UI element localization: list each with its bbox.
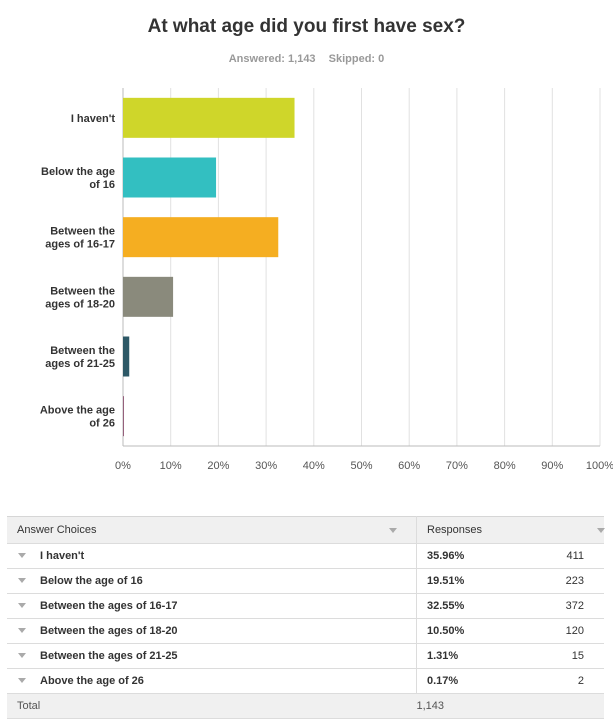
x-tick-label: 50% — [350, 460, 372, 472]
category-label: ages of 16-17 — [45, 239, 115, 251]
response-count: 2 — [577, 675, 584, 687]
response-cell: 32.55% 372 — [416, 593, 604, 619]
answer-choice-label: Between the ages of 16-17 — [40, 600, 178, 612]
responses-header-label: Responses — [427, 524, 483, 536]
bar — [123, 336, 130, 377]
category-label: Between the — [50, 345, 115, 357]
answer-choices-header-label: Answer Choices — [17, 524, 97, 536]
table-row: Above the age of 26 0.17% 2 — [7, 668, 604, 694]
row-expand-caret-icon[interactable] — [18, 653, 26, 659]
answer-choice-cell: Below the age of 16 — [7, 568, 417, 594]
response-cell: 10.50% 120 — [416, 618, 604, 644]
response-cell: 19.51% 223 — [416, 568, 604, 594]
bar — [123, 97, 295, 138]
responses-header[interactable]: Responses — [416, 516, 605, 544]
answer-choice-label: Above the age of 26 — [40, 675, 144, 687]
x-tick-label: 20% — [207, 460, 229, 472]
response-count: 372 — [565, 600, 584, 612]
category-label: Between the — [50, 285, 115, 297]
skipped-count: Skipped: 0 — [328, 53, 385, 65]
table-total-row: Total 1,143 — [7, 693, 604, 719]
category-label: Below the age — [41, 166, 115, 178]
x-tick-label: 70% — [446, 460, 468, 472]
x-tick-label: 0% — [115, 460, 131, 472]
category-label: I haven't — [71, 113, 116, 125]
table-row: Below the age of 16 19.51% 223 — [7, 568, 604, 594]
x-tick-label: 30% — [255, 460, 277, 472]
category-label: Between the — [50, 226, 115, 238]
question-title: At what age did you first have sex? — [147, 16, 466, 37]
x-tick-label: 100% — [586, 460, 613, 472]
answer-choice-cell: Above the age of 26 — [7, 668, 417, 694]
bar — [123, 396, 124, 437]
response-percent: 32.55% — [427, 600, 465, 612]
answer-choice-label: I haven't — [40, 550, 85, 562]
row-expand-caret-icon[interactable] — [18, 553, 26, 559]
total-value: 1,143 — [416, 693, 604, 719]
response-cell: 0.17% 2 — [416, 668, 604, 694]
response-stats: Answered: 1,143 Skipped: 0 — [0, 53, 613, 65]
answer-choice-cell: I haven't — [7, 543, 417, 569]
table-row: I haven't 35.96% 411 — [7, 543, 604, 569]
answer-choice-cell: Between the ages of 18-20 — [7, 618, 417, 644]
category-label: Above the age — [40, 405, 115, 417]
row-expand-caret-icon[interactable] — [18, 628, 26, 634]
response-percent: 35.96% — [427, 550, 465, 562]
category-label: of 16 — [89, 179, 115, 191]
response-count: 120 — [565, 625, 584, 637]
bar — [123, 217, 279, 258]
table-row: Between the ages of 18-20 10.50% 120 — [7, 618, 604, 644]
response-count: 223 — [565, 575, 584, 587]
bar — [123, 157, 217, 198]
row-expand-caret-icon[interactable] — [18, 678, 26, 684]
response-percent: 10.50% — [427, 625, 465, 637]
response-cell: 1.31% 15 — [416, 643, 604, 669]
x-tick-label: 10% — [160, 460, 182, 472]
answered-count: Answered: 1,143 — [228, 53, 316, 65]
table-row: Between the ages of 16-17 32.55% 372 — [7, 593, 604, 619]
total-label: Total — [7, 693, 417, 719]
answer-choice-label: Below the age of 16 — [40, 575, 143, 587]
sort-caret-icon[interactable] — [389, 528, 397, 533]
category-label: ages of 18-20 — [45, 298, 115, 310]
sort-caret-icon[interactable] — [597, 528, 605, 533]
response-count: 411 — [566, 550, 584, 562]
table-header-row: Answer Choices Responses — [7, 516, 605, 544]
responses-table: Answer Choices Responses I haven't 35.96%… — [7, 516, 605, 719]
row-expand-caret-icon[interactable] — [18, 578, 26, 584]
answer-choice-label: Between the ages of 18-20 — [40, 625, 178, 637]
response-percent: 0.17% — [427, 675, 459, 687]
response-percent: 1.31% — [427, 650, 459, 662]
answer-choice-cell: Between the ages of 16-17 — [7, 593, 417, 619]
response-percent: 19.51% — [427, 575, 465, 587]
x-tick-label: 90% — [541, 460, 563, 472]
x-tick-label: 80% — [494, 460, 516, 472]
answer-choice-label: Between the ages of 21-25 — [40, 650, 178, 662]
x-tick-label: 40% — [303, 460, 325, 472]
response-count: 15 — [571, 650, 584, 662]
answer-choices-header[interactable]: Answer Choices — [7, 516, 417, 544]
bar — [123, 276, 174, 317]
category-label: ages of 21-25 — [45, 358, 115, 370]
bar-chart: 0% 10% 20% 30% 40% 50% 60% 70% 80% 90% 100% I haven… — [40, 88, 613, 472]
response-cell: 35.96% 411 — [416, 543, 604, 569]
answer-choice-cell: Between the ages of 21-25 — [7, 643, 417, 669]
table-row: Between the ages of 21-25 1.31% 15 — [7, 643, 604, 669]
x-tick-label: 60% — [398, 460, 420, 472]
category-label: of 26 — [89, 418, 115, 430]
row-expand-caret-icon[interactable] — [18, 603, 26, 609]
